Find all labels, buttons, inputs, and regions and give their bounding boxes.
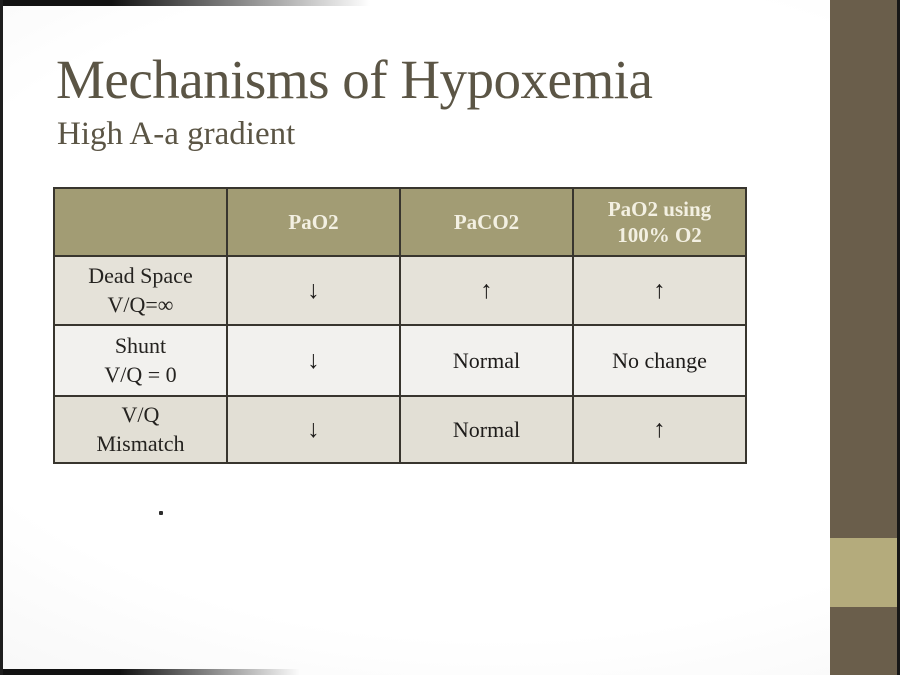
cell-shunt-pao2-100: No change: [612, 347, 707, 373]
row-label-line1: Shunt: [114, 332, 167, 358]
theme-accent-block: [830, 538, 897, 607]
slide-title: Mechanisms of Hypoxemia: [56, 49, 653, 110]
header-cell-paco2: PaCO2: [399, 187, 574, 257]
table-header-row: PaO2 PaCO2 PaO2 using 100% O2: [53, 187, 747, 257]
cell-shunt-pao2: ↓: [307, 346, 320, 374]
table-row-vq-mismatch: V/Q Mismatch ↓ Normal ↑: [53, 395, 747, 464]
cell-vq-mismatch-paco2: Normal: [452, 416, 521, 442]
hypoxemia-table: PaO2 PaCO2 PaO2 using 100% O2 Dead Space…: [53, 187, 747, 464]
header-cell-pao2: PaO2: [226, 187, 401, 257]
row-label-dead-space: Dead Space V/Q=∞: [61, 262, 220, 319]
cell-shunt-paco2: Normal: [452, 347, 521, 373]
row-label-line2: Mismatch: [96, 430, 185, 456]
frame-edge-bottom: [0, 669, 300, 675]
cell-vq-mismatch-pao2-100: ↑: [653, 415, 666, 443]
header-cell-pao2-100: PaO2 using 100% O2: [572, 187, 747, 257]
cell-vq-mismatch-pao2: ↓: [307, 415, 320, 443]
frame-edge-top: [0, 0, 370, 6]
frame-edge-left: [0, 0, 3, 675]
row-label-shunt: Shunt V/Q = 0: [61, 332, 220, 389]
stray-bullet-dot: [159, 511, 163, 515]
cell-dead-space-pao2-100: ↑: [653, 276, 666, 304]
frame-edge-right: [897, 0, 900, 675]
header-cell-blank: [53, 187, 228, 257]
table-row-shunt: Shunt V/Q = 0 ↓ Normal No change: [53, 324, 747, 397]
table-row-dead-space: Dead Space V/Q=∞ ↓ ↑ ↑: [53, 255, 747, 326]
cell-dead-space-pao2: ↓: [307, 276, 320, 304]
row-label-line1: Dead Space: [88, 262, 193, 288]
slide-subtitle: High A-a gradient: [57, 116, 296, 152]
row-label-line1: V/Q: [121, 401, 160, 427]
row-label-vq-mismatch: V/Q Mismatch: [61, 401, 220, 458]
row-label-line2: V/Q = 0: [104, 361, 177, 387]
cell-dead-space-paco2: ↑: [480, 276, 493, 304]
row-label-line2: V/Q=∞: [107, 291, 174, 317]
